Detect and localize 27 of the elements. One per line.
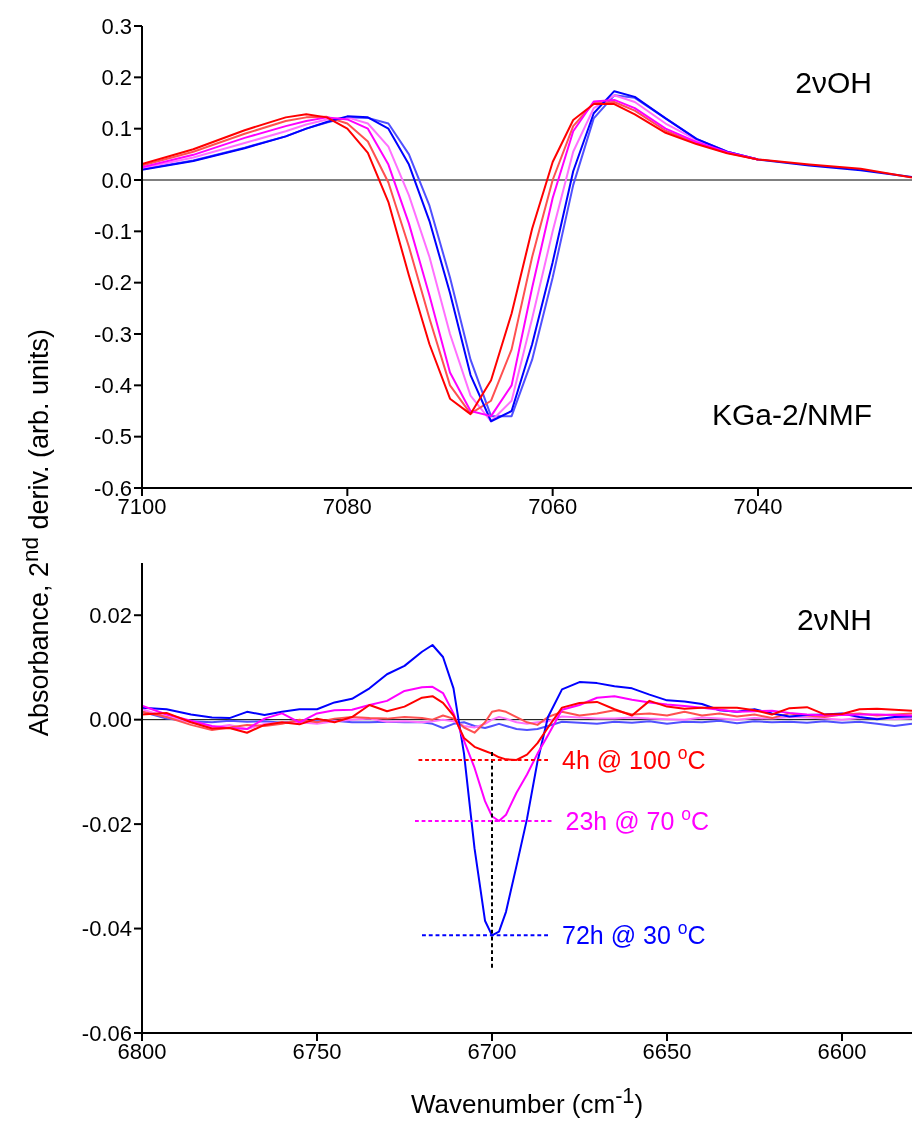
x-tick-label: 6600: [817, 1038, 867, 1064]
annotation: 2νOH: [795, 66, 872, 100]
x-axis-title: Wavenumber (cm$^{-1}$): [409, 1083, 645, 1120]
y-tick-label: -0.04: [81, 916, 132, 942]
y-tick-label: -0.5: [94, 424, 132, 450]
series-label: 72h @ 30 $^{o}$C: [562, 918, 706, 950]
y-tick-label: 0.0: [101, 167, 132, 193]
annotation: KGa-2/NMF: [711, 398, 872, 432]
x-tick-label: 6650: [642, 1038, 692, 1064]
annotation: 2νNH: [796, 603, 872, 637]
x-tick-label: 7060: [528, 493, 578, 519]
y-tick-label: -0.2: [94, 270, 132, 296]
series-label: 4h @ 100 $^{o}$C: [562, 742, 706, 774]
y-tick-label: 0.1: [101, 116, 132, 142]
x-tick-label: 7080: [322, 493, 372, 519]
series-label: 23h @ 70 $^{o}$C: [565, 803, 710, 835]
x-tick-label: 6750: [292, 1038, 342, 1064]
y-tick-label: 0.3: [101, 13, 132, 39]
y-tick-label: 0.2: [101, 65, 132, 91]
y-tick-label: 0.02: [89, 603, 132, 629]
y-tick-label: -0.02: [81, 811, 132, 837]
y-tick-label: 0.00: [89, 707, 132, 733]
y-tick-label: -0.3: [94, 321, 132, 347]
x-tick-label: 7040: [733, 493, 783, 519]
y-tick-label: -0.1: [94, 219, 132, 245]
y-tick-label: -0.4: [94, 373, 132, 399]
x-tick-label: 6700: [467, 1038, 517, 1064]
